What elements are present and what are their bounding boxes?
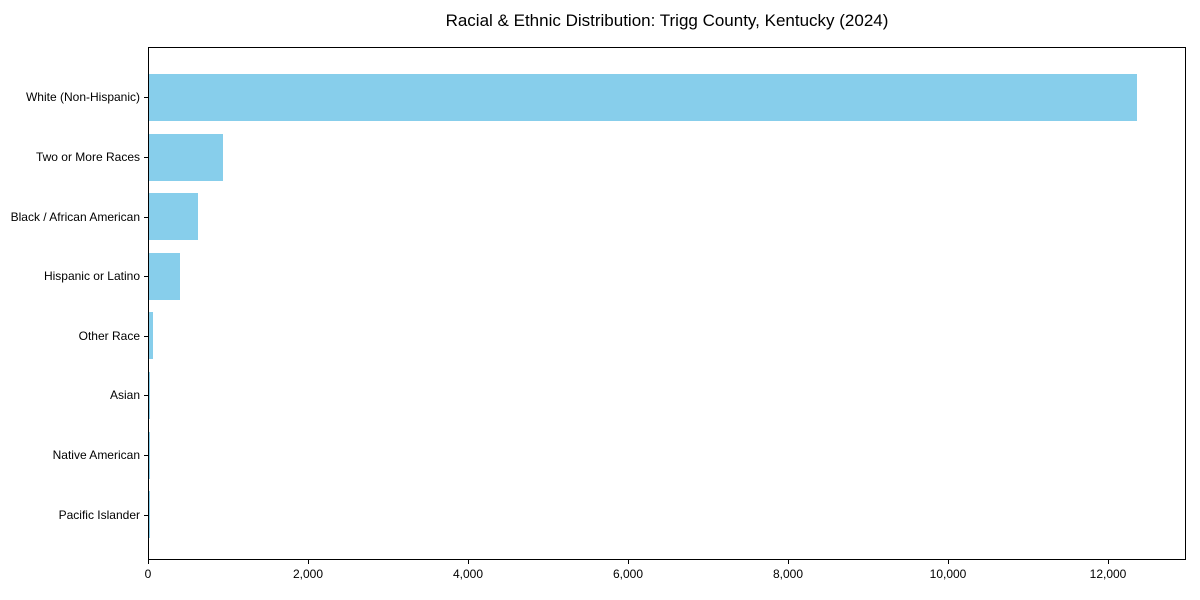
x-tick-mark xyxy=(307,560,309,564)
x-tick-label: 0 xyxy=(144,567,152,581)
x-tick-label: 4,000 xyxy=(452,567,484,581)
x-tick-mark xyxy=(627,560,629,564)
y-tick-label: Hispanic or Latino xyxy=(43,269,140,284)
x-tick-label: 6,000 xyxy=(612,567,644,581)
y-tick-label: Native American xyxy=(52,448,140,462)
bar-asian xyxy=(149,371,151,419)
y-tick-label: White (Non-Hispanic) xyxy=(25,90,140,105)
x-tick-label: 12,000 xyxy=(1089,567,1127,581)
x-tick-mark xyxy=(787,560,789,564)
x-tick-mark xyxy=(147,560,149,564)
bar-pacific-islander xyxy=(149,491,150,539)
bar-other-race xyxy=(149,312,153,360)
x-tick-label: 2,000 xyxy=(292,567,324,581)
y-tick-mark xyxy=(144,157,148,158)
y-tick-mark xyxy=(144,455,148,456)
y-tick-mark xyxy=(144,514,148,516)
plot-area xyxy=(148,47,1186,560)
y-tick-mark xyxy=(144,216,148,218)
y-tick-label: Asian xyxy=(109,388,140,403)
y-tick-label: Two or More Races xyxy=(35,150,140,164)
y-tick-mark xyxy=(144,335,148,337)
x-tick-label: 10,000 xyxy=(929,567,967,581)
bar-black-african-american xyxy=(149,193,198,241)
y-tick-label: Other Race xyxy=(78,328,140,343)
x-tick-mark xyxy=(467,560,469,564)
bar-hispanic-or-latino xyxy=(149,252,181,300)
bar-native-american xyxy=(149,431,150,479)
x-tick-mark xyxy=(947,560,949,564)
x-tick-label: 8,000 xyxy=(772,567,804,581)
y-tick-label: Black / African American xyxy=(10,209,140,224)
bar-white-non-hispanic xyxy=(149,73,1137,121)
y-tick-mark xyxy=(144,395,148,397)
chart-title: Racial & Ethnic Distribution: Trigg Coun… xyxy=(445,11,889,30)
x-tick-mark xyxy=(1107,560,1109,564)
y-tick-mark xyxy=(144,276,148,278)
bar-two-or-more-races xyxy=(149,133,223,181)
y-tick-mark xyxy=(144,97,148,99)
y-tick-label: Pacific Islander xyxy=(58,507,140,522)
